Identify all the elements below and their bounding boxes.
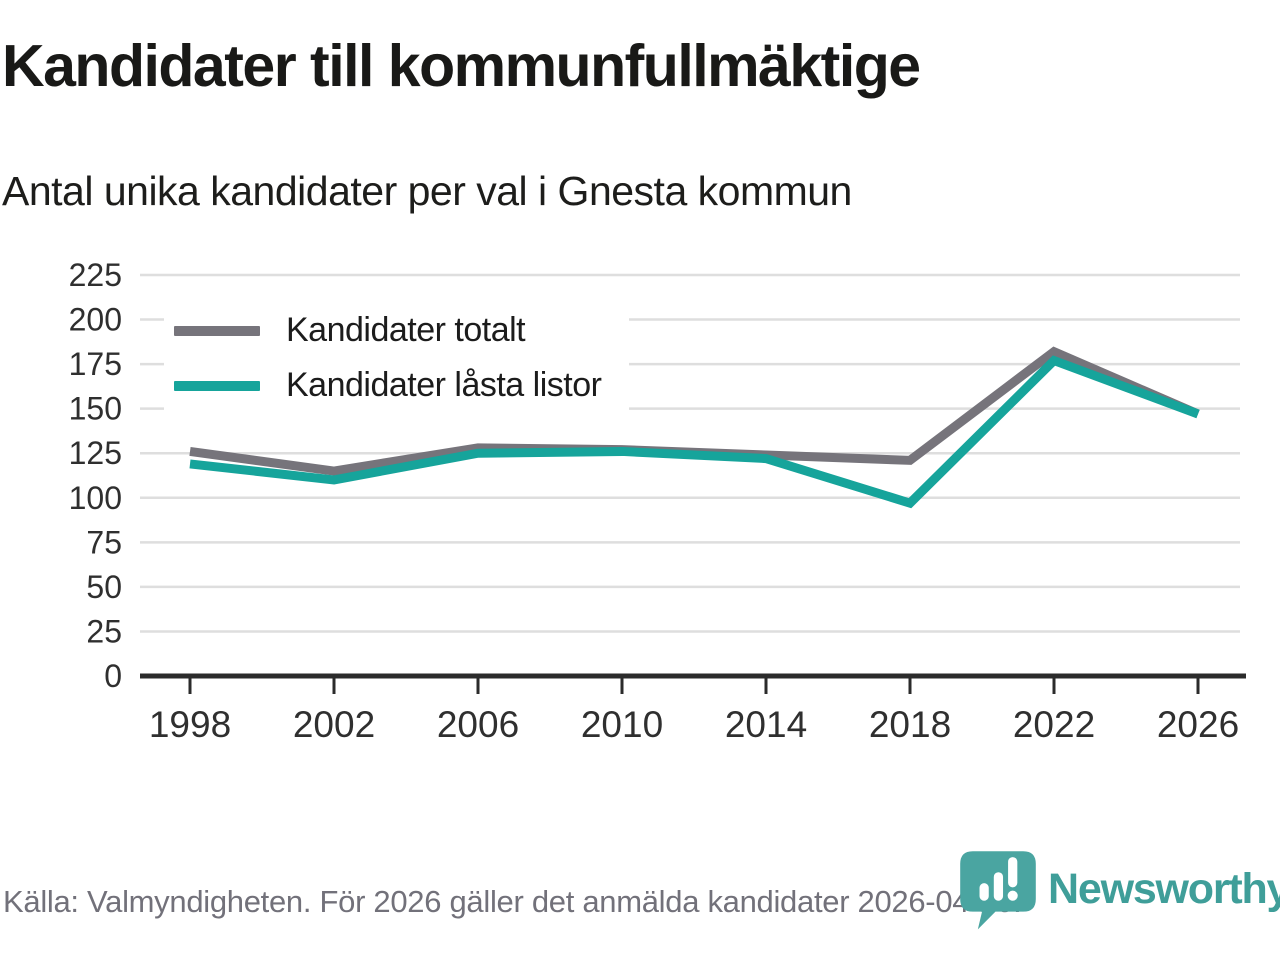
y-tick-label: 125 (69, 435, 122, 471)
y-tick-label: 0 (104, 658, 122, 694)
newsworthy-brand: Newsworthy (956, 846, 1280, 932)
newsworthy-wordmark: Newsworthy (1048, 864, 1280, 913)
y-tick-label: 150 (69, 391, 122, 427)
y-tick-label: 200 (69, 302, 122, 338)
x-tick-label: 2014 (725, 704, 807, 745)
x-tick-label: 2026 (1157, 704, 1239, 745)
legend-label-lasta-listor: Kandidater låsta listor (286, 366, 602, 404)
x-tick-label: 2006 (437, 704, 519, 745)
y-tick-label: 50 (86, 569, 122, 605)
chart-legend: Kandidater totalt Kandidater låsta listo… (164, 299, 630, 419)
chart-title: Kandidater till kommunfullmäktige (2, 33, 921, 99)
chart-subtitle: Antal unika kandidater per val i Gnesta … (2, 168, 852, 214)
legend-item-total: Kandidater totalt (174, 303, 601, 358)
y-tick-label: 75 (86, 524, 122, 560)
x-tick-label: 2022 (1013, 704, 1095, 745)
legend-swatch-lasta-listor (174, 380, 260, 391)
y-tick-label: 100 (69, 480, 122, 516)
legend-label-total: Kandidater totalt (286, 311, 526, 349)
series-line-lasta-listor (189, 355, 1200, 509)
y-tick-label: 225 (69, 257, 122, 293)
legend-swatch-total (174, 325, 260, 336)
x-tick-label: 2002 (293, 704, 375, 745)
source-note: Källa: Valmyndigheten. För 2026 gäller d… (3, 884, 1022, 919)
newsworthy-logo-icon (960, 851, 1036, 930)
legend-item-lasta-listor: Kandidater låsta listor (174, 358, 602, 413)
x-tick-label: 2010 (581, 704, 663, 745)
x-tick-label: 1998 (149, 704, 231, 745)
y-tick-label: 175 (69, 346, 122, 382)
y-tick-label: 25 (86, 613, 122, 649)
x-tick-label: 2018 (869, 704, 951, 745)
